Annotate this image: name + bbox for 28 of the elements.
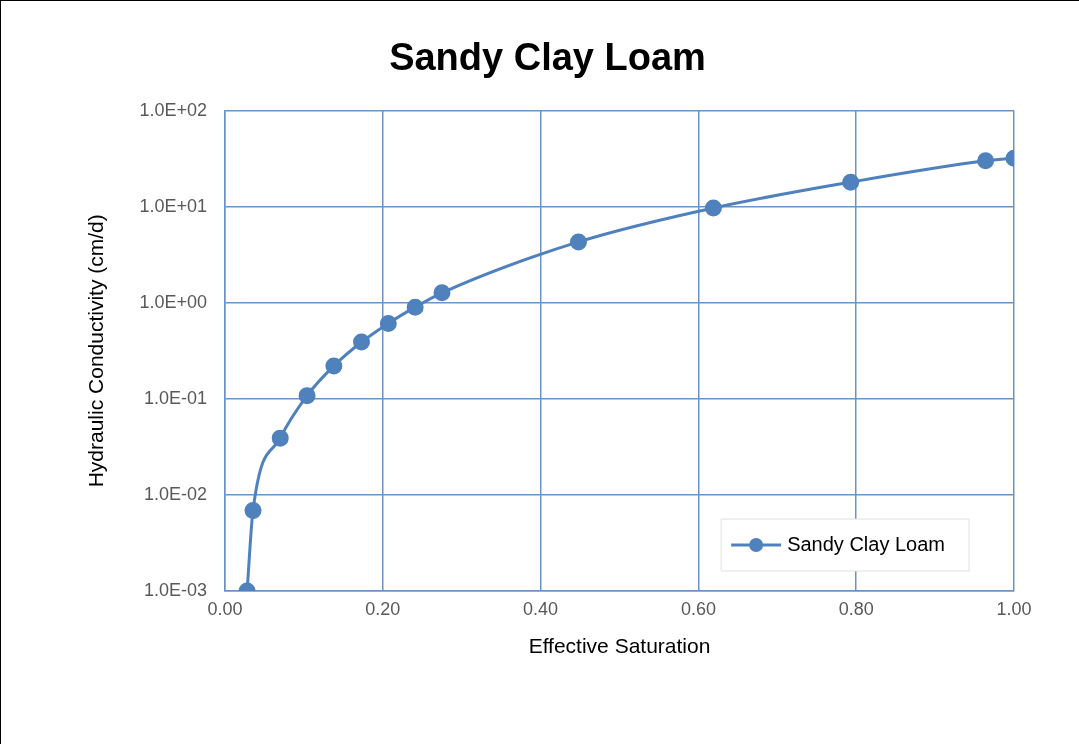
y-tick-label: 1.0E+02 xyxy=(139,99,207,120)
x-tick-label: 1.00 xyxy=(996,598,1032,619)
point xyxy=(379,314,397,332)
point xyxy=(569,233,587,251)
point xyxy=(704,199,722,217)
point xyxy=(271,429,289,447)
legend-label: Sandy Clay Loam xyxy=(787,532,946,555)
point xyxy=(842,173,860,191)
point xyxy=(353,333,370,351)
point xyxy=(433,284,451,302)
point xyxy=(325,357,343,375)
x-tick-label: 0.20 xyxy=(365,598,401,619)
y-tick-label: 1.0E+01 xyxy=(139,195,207,216)
y-tick-label: 1.0E+00 xyxy=(139,291,207,312)
y-tick-label: 1.0E-03 xyxy=(143,579,207,600)
x-axis-title: Effective Saturation xyxy=(528,634,711,658)
y-tick-label: 1.0E-02 xyxy=(143,483,207,504)
point xyxy=(298,387,316,405)
y-tick-label: 1.0E-01 xyxy=(143,387,207,408)
chart-title: Sandy Clay Loam xyxy=(389,36,706,79)
point xyxy=(244,501,262,519)
point xyxy=(406,298,424,316)
y-axis-title: Hydraulic Conductivity (cm/d) xyxy=(84,214,108,488)
x-tick-label: 0.00 xyxy=(207,598,243,619)
x-tick-label: 0.80 xyxy=(838,598,874,619)
x-tick-label: 0.60 xyxy=(680,598,716,619)
x-tick-label: 0.40 xyxy=(523,598,559,619)
point xyxy=(977,152,995,170)
